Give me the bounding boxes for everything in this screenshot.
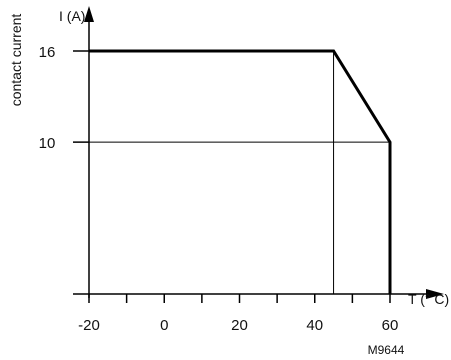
x-axis-arrow [426, 289, 444, 299]
y-tick-label: 16 [39, 44, 56, 61]
y-axis-arrow [84, 6, 94, 22]
x-tick-label: 20 [231, 317, 248, 334]
x-tick-label: -20 [78, 317, 100, 334]
y-axis-side-label: contact current [8, 14, 24, 107]
y-axis-label: I (A) [59, 8, 85, 24]
x-axis-label: T (° C) [408, 291, 449, 307]
curve-group [89, 49, 392, 294]
x-tick-label: 40 [306, 317, 323, 334]
axes [73, 6, 444, 299]
guide-lines [89, 51, 390, 294]
figure-code: M9644 [368, 343, 405, 357]
series-line [89, 49, 392, 294]
ticks: -20 0 20 40 60 10 16 [39, 44, 399, 334]
x-tick-label: 60 [382, 317, 399, 334]
y-tick-label: 10 [39, 135, 56, 152]
x-tick-label: 0 [160, 317, 168, 334]
labels: I (A) contact current T (° C) M9644 [8, 8, 449, 357]
